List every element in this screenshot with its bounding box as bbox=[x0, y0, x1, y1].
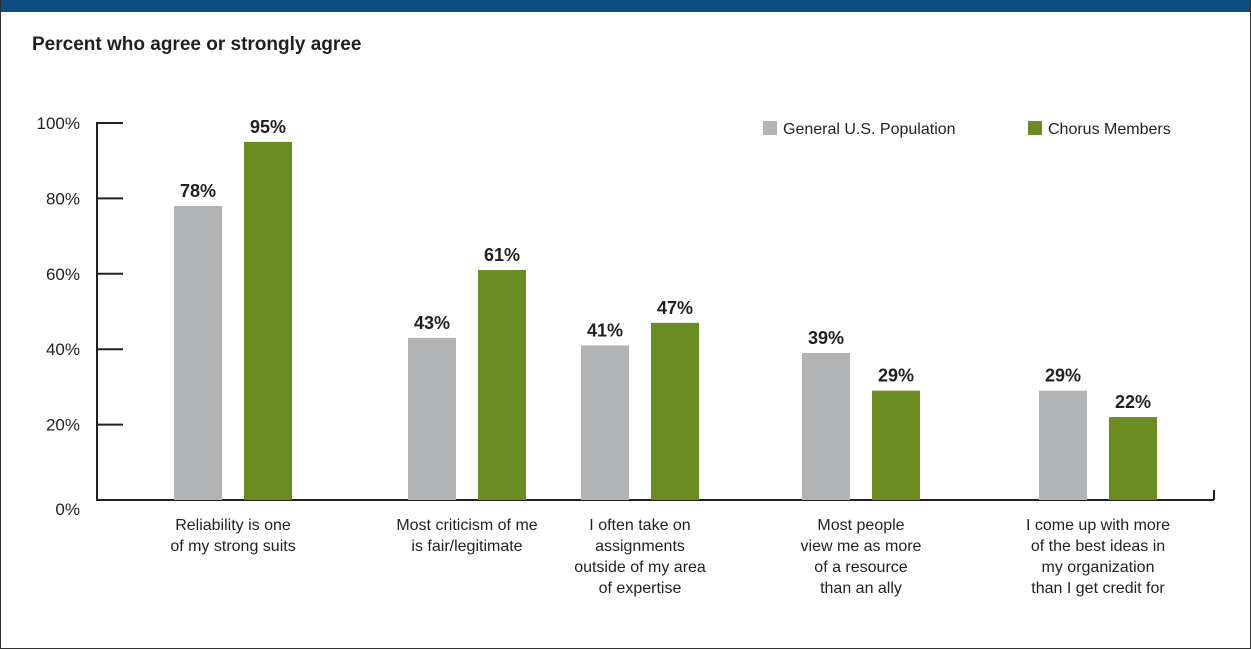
bar-value-label: 78% bbox=[180, 181, 216, 201]
bar-general-population bbox=[581, 345, 629, 500]
bar-chorus-members bbox=[651, 322, 699, 500]
y-tick-label: 0% bbox=[55, 500, 80, 519]
category-label-line: view me as more bbox=[801, 538, 922, 555]
y-tick-label: 40% bbox=[46, 340, 80, 359]
category-label-line: outside of my area bbox=[574, 559, 706, 576]
bar-value-label: 61% bbox=[484, 245, 520, 265]
legend-label: Chorus Members bbox=[1048, 121, 1171, 138]
chart-title: Percent who agree or strongly agree bbox=[32, 34, 362, 55]
category-label: Most people view me as more of a resource t… bbox=[801, 517, 922, 597]
category-label-line: my organization bbox=[1042, 559, 1155, 576]
bars bbox=[174, 141, 1157, 500]
category-label-line: than I get credit for bbox=[1031, 580, 1165, 597]
category-label-line: I often take on bbox=[589, 517, 690, 534]
category-label-line: is fair/legitimate bbox=[411, 538, 522, 555]
category-label-line: Most criticism of me bbox=[396, 517, 537, 534]
bar-chorus-members bbox=[872, 390, 920, 500]
category-label-line: assignments bbox=[595, 538, 685, 555]
category-label: Reliability is one of my strong suits bbox=[170, 517, 295, 555]
bar-general-population bbox=[802, 352, 850, 500]
category-label: I often take on assignments outside of my … bbox=[574, 517, 706, 597]
bar-general-population bbox=[1039, 390, 1087, 500]
legend: General U.S. Population Chorus Members bbox=[763, 121, 1171, 138]
category-label-line: than an ally bbox=[820, 580, 902, 597]
category-label-line: Reliability is one bbox=[175, 517, 291, 534]
bar-value-label: 29% bbox=[878, 366, 914, 386]
y-axis-ticks: 0% 20% 40% 60% 80% 100% bbox=[37, 114, 123, 519]
category-label-line: of a resource bbox=[814, 559, 907, 576]
category-labels: Reliability is one of my strong suits Most… bbox=[170, 517, 1170, 597]
y-tick-label: 60% bbox=[46, 265, 80, 284]
category-label-line: Most people bbox=[817, 517, 904, 534]
bar-value-label: 22% bbox=[1115, 392, 1151, 412]
category-label-line: of the best ideas in bbox=[1031, 538, 1165, 555]
bar-chorus-members bbox=[478, 270, 526, 500]
legend-swatch bbox=[763, 121, 777, 135]
legend-label: General U.S. Population bbox=[783, 121, 956, 138]
bar-general-population bbox=[408, 337, 456, 500]
value-labels: 78% 95% 43% 61% 41% 47% 39% 29% 29% 22% bbox=[180, 117, 1151, 412]
bar-general-population bbox=[174, 205, 222, 500]
bar-chorus-members bbox=[244, 141, 292, 500]
legend-swatch bbox=[1028, 121, 1042, 135]
category-label: I come up with more of the best ideas in m… bbox=[1026, 517, 1170, 597]
bar-value-label: 29% bbox=[1045, 366, 1081, 386]
bar-value-label: 41% bbox=[587, 320, 623, 340]
bar-value-label: 43% bbox=[414, 313, 450, 333]
category-label: Most criticism of me is fair/legitimate bbox=[396, 517, 537, 555]
y-tick-label: 80% bbox=[46, 189, 80, 208]
category-label-line: of expertise bbox=[599, 580, 682, 597]
bar-chorus-members bbox=[1109, 417, 1157, 500]
header-bar bbox=[0, 0, 1251, 12]
y-tick-label: 100% bbox=[37, 114, 80, 133]
y-tick-label: 20% bbox=[46, 416, 80, 435]
bar-value-label: 95% bbox=[250, 117, 286, 137]
bar-value-label: 47% bbox=[657, 298, 693, 318]
category-label-line: I come up with more bbox=[1026, 517, 1170, 534]
category-label-line: of my strong suits bbox=[170, 538, 295, 555]
bar-value-label: 39% bbox=[808, 328, 844, 348]
